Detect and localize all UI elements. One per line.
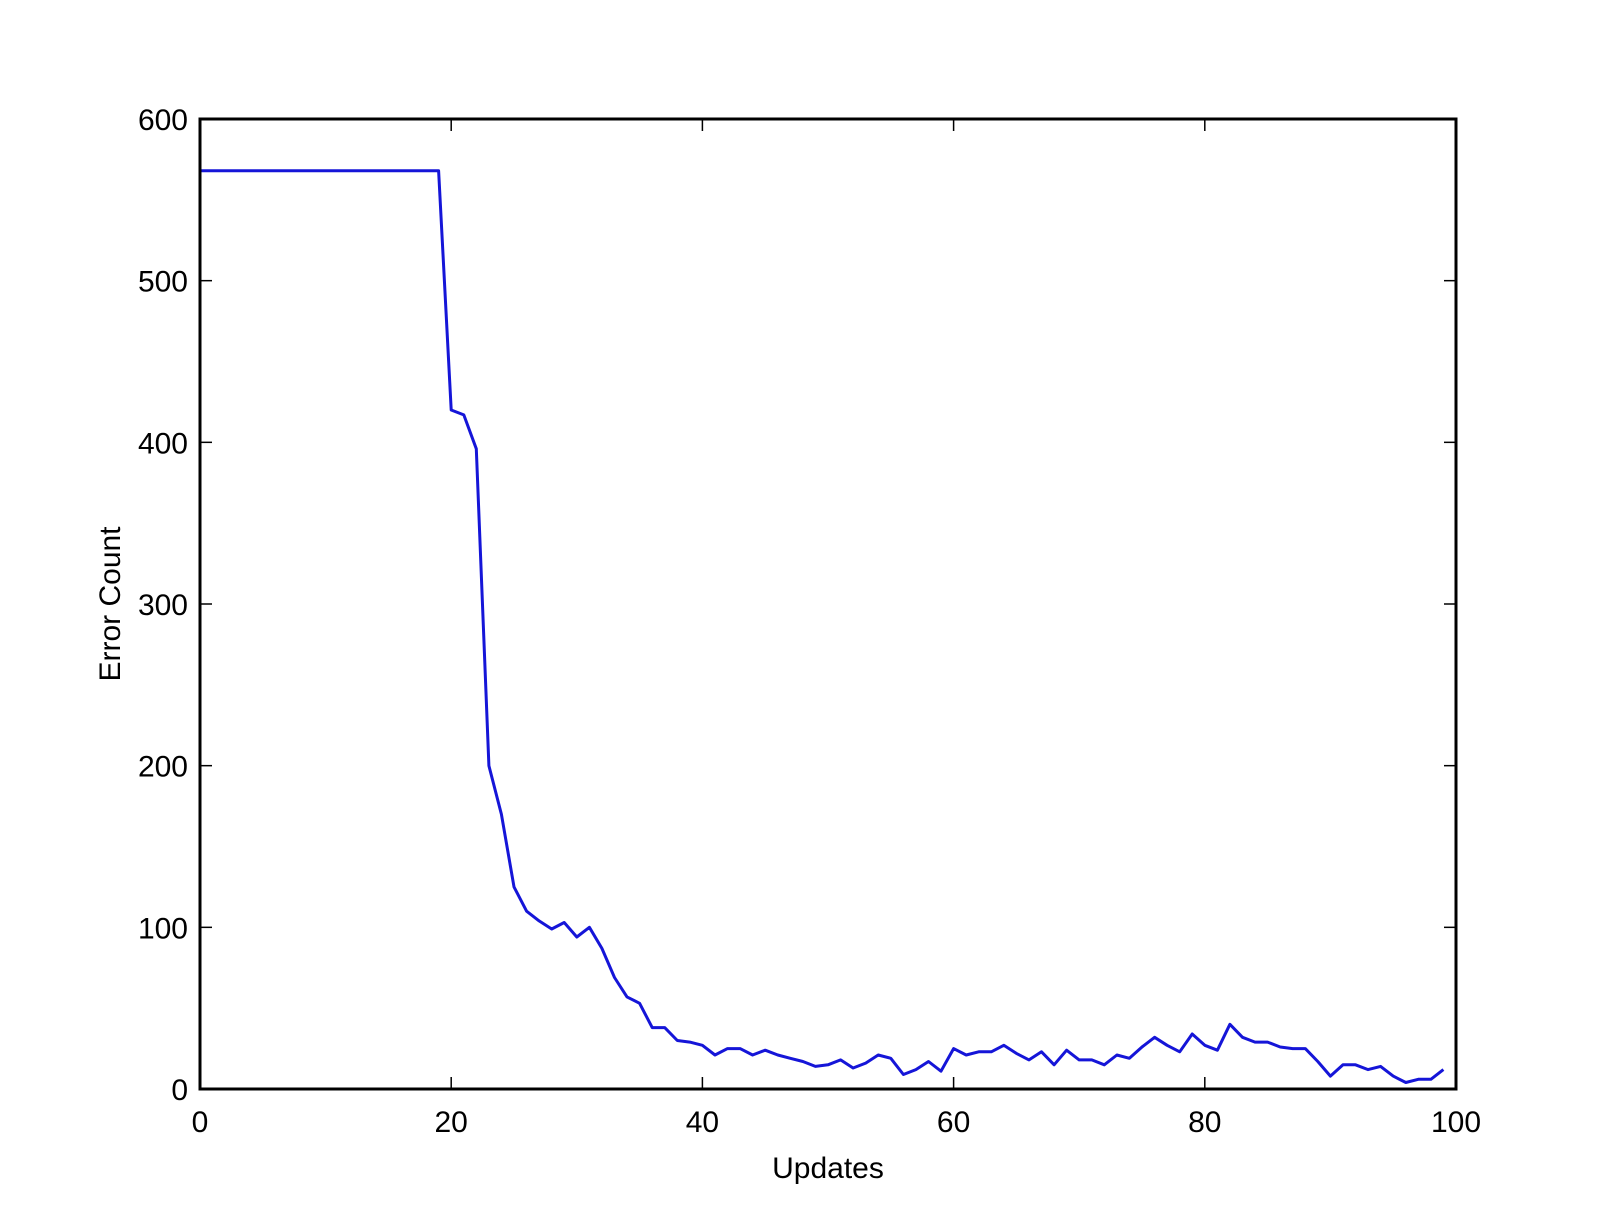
x-tick-label: 100	[1431, 1106, 1481, 1139]
x-tick-label: 20	[435, 1106, 468, 1139]
y-tick-label: 300	[138, 589, 188, 622]
series-layer	[200, 169, 1445, 1084]
y-tick-label: 600	[138, 104, 188, 137]
x-tick-label: 60	[937, 1106, 970, 1139]
y-tick-label: 200	[138, 751, 188, 784]
y-tick-label: 0	[171, 1074, 188, 1107]
y-tick-label: 100	[138, 912, 188, 945]
axis-ticks	[199, 118, 1457, 1090]
x-tick-label: 0	[192, 1106, 209, 1139]
series-line	[200, 169, 1445, 1084]
x-axis-label: Updates	[772, 1152, 884, 1185]
plot-frame	[198, 117, 1458, 1091]
x-tick-label: 40	[686, 1106, 719, 1139]
y-tick-label: 500	[138, 266, 188, 299]
tick-labels: 0 20 40 60 80 100 0 100 200 300 400 500 600	[138, 104, 1481, 1139]
x-tick-label: 80	[1188, 1106, 1221, 1139]
y-axis-label: Error Count	[94, 526, 127, 682]
y-tick-label: 400	[138, 427, 188, 460]
